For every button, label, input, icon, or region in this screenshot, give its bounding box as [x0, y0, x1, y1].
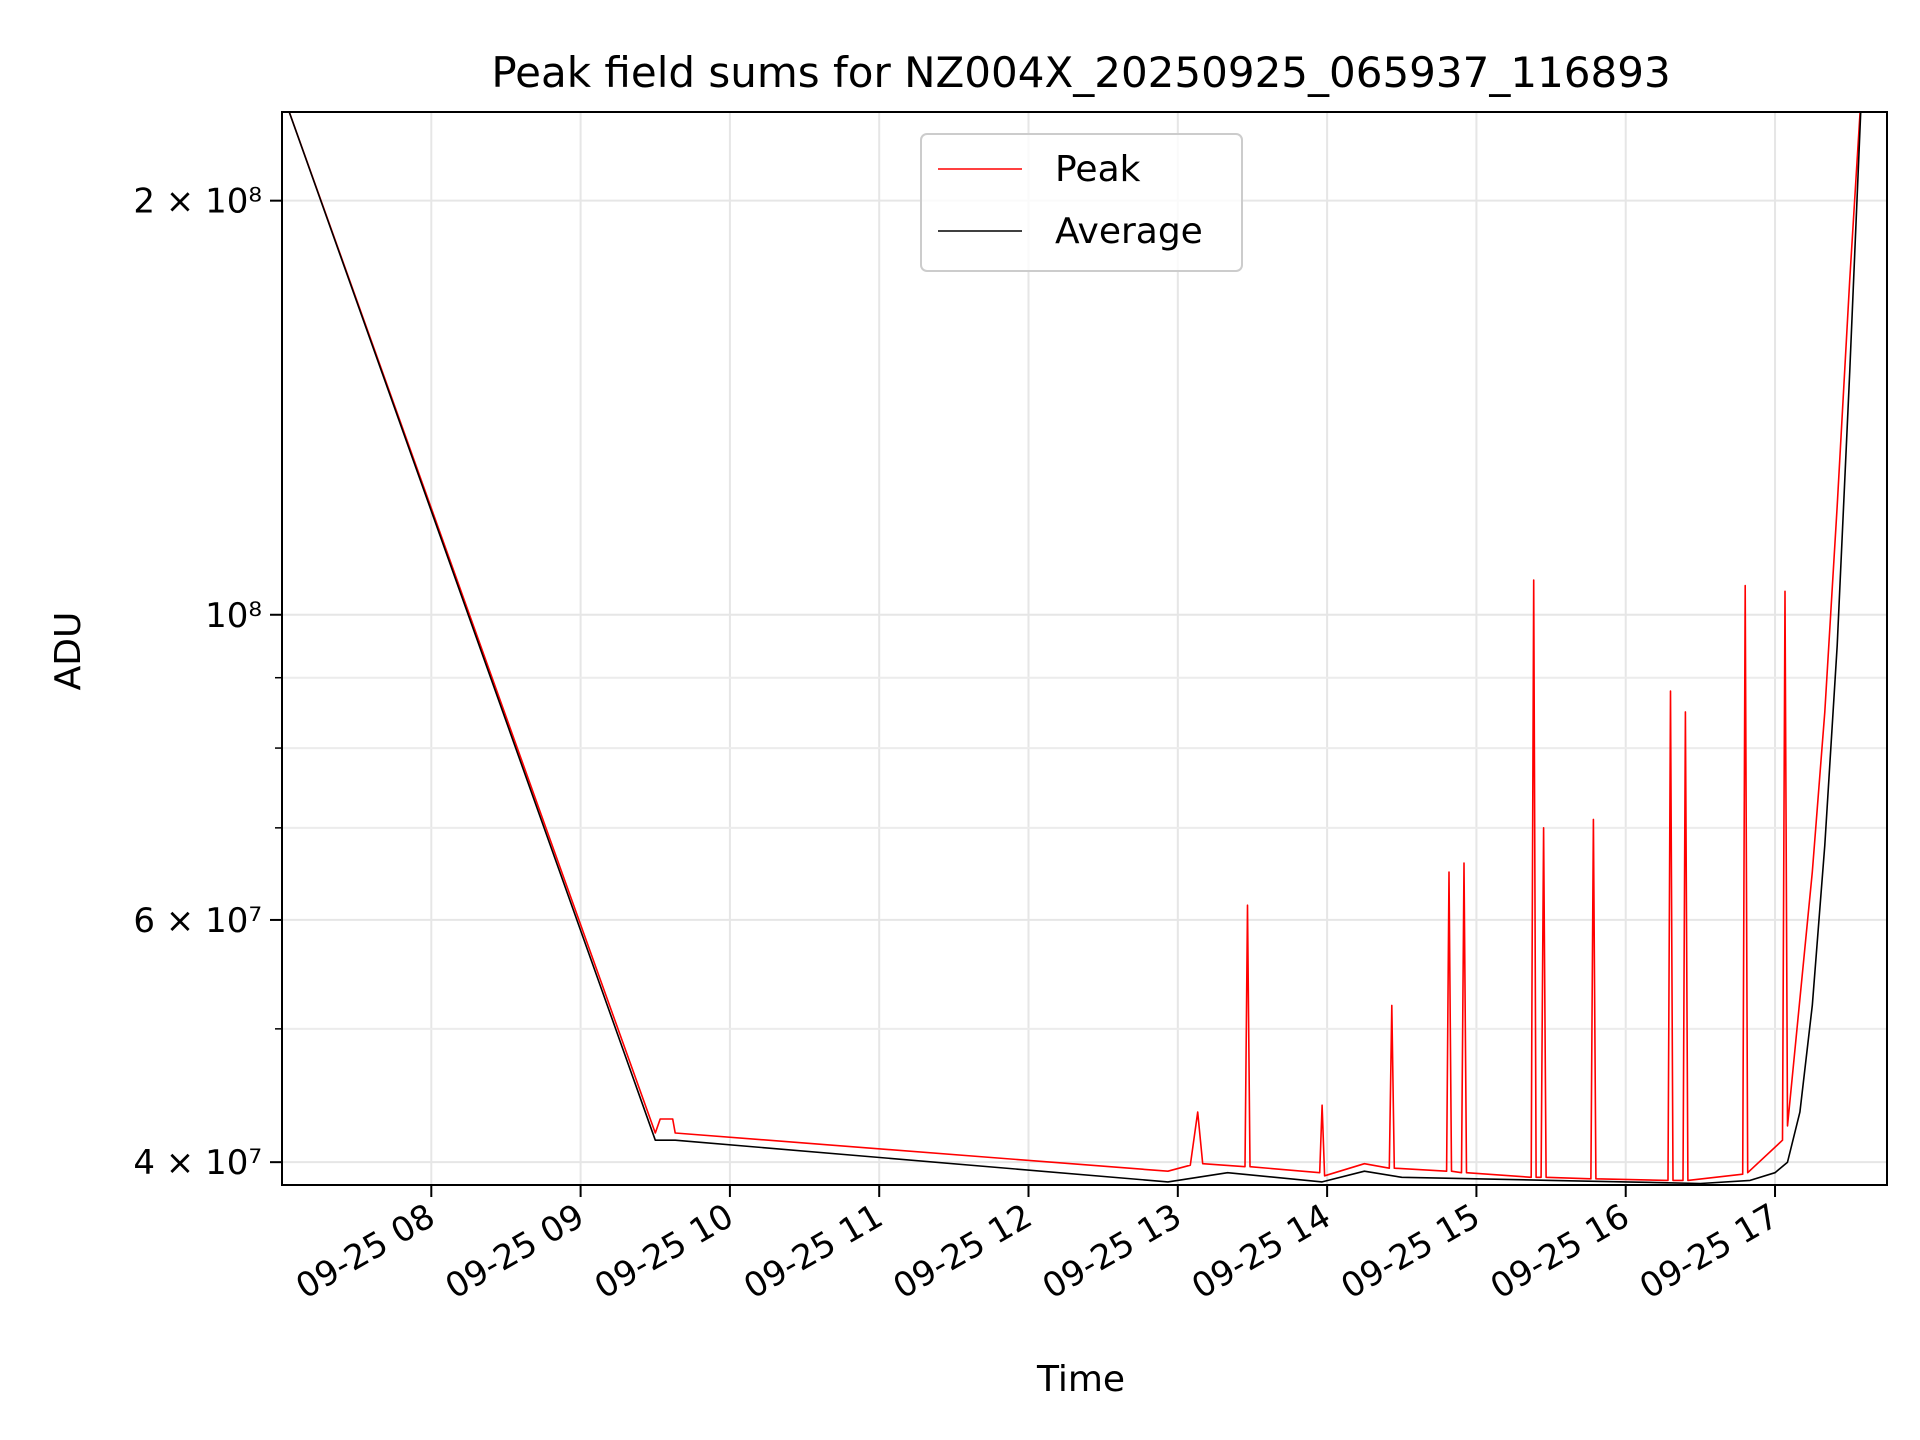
chart-title: Peak field sums for NZ004X_20250925_0659…: [491, 48, 1670, 97]
series-line-average: [288, 112, 1862, 1185]
series-layer: [288, 112, 1862, 1185]
y-tick-label: 4 × 10⁷: [133, 1143, 262, 1183]
legend-label-peak: Peak: [1055, 149, 1141, 190]
x-axis-title: Time: [1036, 1359, 1125, 1400]
plot-frame: [281, 111, 1888, 1186]
series-line-peak: [288, 112, 1861, 1182]
legend-label-average: Average: [1055, 211, 1203, 252]
y-axis-title: ADU: [48, 612, 89, 691]
legend: Peak Average: [920, 133, 1243, 272]
y-tick-label: 6 × 10⁷: [133, 901, 262, 941]
y-tick-label: 2 × 10⁸: [133, 182, 262, 222]
y-tick-label: 10⁸: [205, 596, 262, 636]
